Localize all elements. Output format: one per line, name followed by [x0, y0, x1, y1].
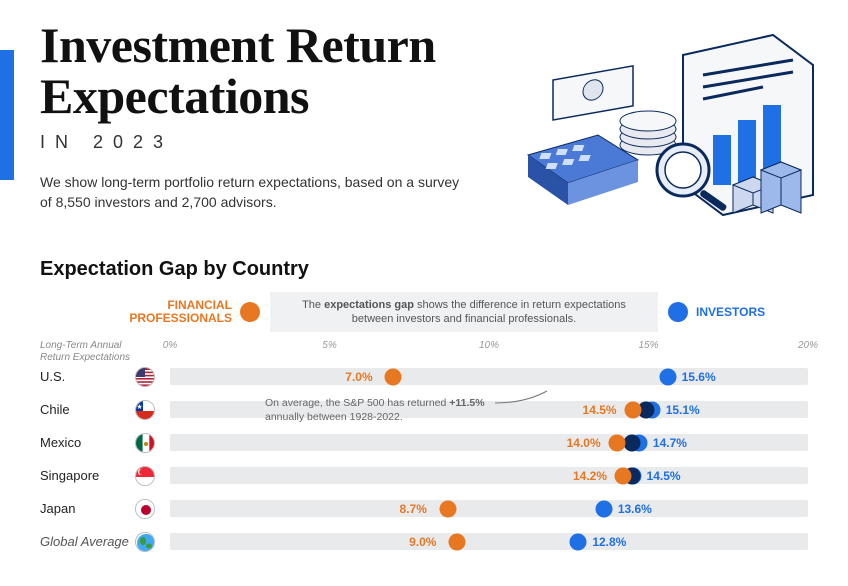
investor-dot — [595, 500, 612, 517]
investor-value: 15.1% — [666, 403, 700, 417]
legend-dot-orange-icon — [240, 302, 260, 322]
flag-icon: ★ — [135, 400, 155, 420]
professional-dot — [449, 533, 466, 550]
professional-value: 14.2% — [573, 469, 607, 483]
chart-row: U.S. 7.0% 15.6% — [40, 360, 808, 393]
country-label: Global Average — [40, 534, 135, 549]
investor-value: 12.8% — [592, 535, 626, 549]
professional-dot — [614, 467, 631, 484]
axis-tick: 20% — [798, 340, 818, 351]
flag-icon — [135, 367, 155, 387]
legend-investors-label: INVESTORS — [696, 305, 765, 319]
chart-row: Japan 8.7% 13.6% — [40, 492, 808, 525]
flag-icon — [135, 433, 155, 453]
professional-value: 9.0% — [409, 535, 436, 549]
chart-area: 0%5%10%15%20% U.S.7.0%15.6%Chile★14.5%15… — [40, 340, 808, 558]
page-subtitle: IN 2023 — [40, 132, 540, 153]
investor-value: 15.6% — [682, 370, 716, 384]
title-line-2: Expectations — [40, 68, 309, 124]
professional-dot — [608, 434, 625, 451]
legend-dot-blue-icon — [668, 302, 688, 322]
flag-icon — [135, 499, 155, 519]
page-description: We show long-term portfolio return expec… — [40, 173, 470, 212]
professional-dot — [385, 368, 402, 385]
section-title: Expectation Gap by Country — [40, 258, 309, 281]
sp500-annotation: On average, the S&P 500 has returned +11… — [265, 397, 495, 424]
professional-value: 14.0% — [567, 436, 601, 450]
chart-row: Singapore 14.2% 14.5% — [40, 459, 808, 492]
country-label: U.S. — [40, 369, 135, 384]
hero-illustration — [498, 25, 828, 235]
axis-tick: 5% — [322, 340, 336, 351]
legend-professionals: FINANCIALPROFESSIONALS — [40, 299, 260, 325]
chart-row: Mexico 14.0% 14.7% — [40, 426, 808, 459]
chart-track: 14.0% 14.7% — [170, 434, 808, 451]
annotation-pointer-icon — [495, 389, 550, 405]
page-title: Investment Return Expectations — [40, 20, 540, 122]
accent-sidebar — [0, 50, 14, 180]
professional-value: 14.5% — [583, 403, 617, 417]
svg-text:★: ★ — [136, 403, 142, 411]
professional-value: 7.0% — [345, 370, 372, 384]
axis-tick: 15% — [638, 340, 658, 351]
chart-track: 7.0% 15.6% — [170, 368, 808, 385]
investor-value: 13.6% — [618, 502, 652, 516]
legend-row: FINANCIALPROFESSIONALS The expectations … — [40, 290, 808, 334]
country-label: Japan — [40, 501, 135, 516]
professional-dot — [624, 401, 641, 418]
axis-tick: 10% — [479, 340, 499, 351]
flag-icon — [135, 532, 155, 552]
investor-value: 14.5% — [647, 469, 681, 483]
country-label: Mexico — [40, 435, 135, 450]
country-label: Chile — [40, 402, 135, 417]
overlap-dot — [623, 434, 640, 451]
chart-track: 8.7% 13.6% — [170, 500, 808, 517]
legend-investors: INVESTORS — [668, 302, 808, 322]
legend-explainer: The expectations gap shows the differenc… — [270, 292, 658, 333]
flag-icon — [135, 466, 155, 486]
legend-professionals-label: FINANCIALPROFESSIONALS — [129, 299, 232, 325]
professional-value: 8.7% — [400, 502, 427, 516]
axis-tick: 0% — [163, 340, 177, 351]
country-label: Singapore — [40, 468, 135, 483]
investor-dot — [570, 533, 587, 550]
chart-track: 9.0% 12.8% — [170, 533, 808, 550]
chart-row: Global Average 9.0% 12.8% — [40, 525, 808, 558]
professional-dot — [439, 500, 456, 517]
investor-dot — [659, 368, 676, 385]
investor-value: 14.7% — [653, 436, 687, 450]
title-line-1: Investment Return — [40, 17, 436, 73]
chart-track: 14.2% 14.5% — [170, 467, 808, 484]
axis-ticks: 0%5%10%15%20% — [170, 340, 808, 360]
header-block: Investment Return Expectations IN 2023 W… — [40, 20, 540, 212]
